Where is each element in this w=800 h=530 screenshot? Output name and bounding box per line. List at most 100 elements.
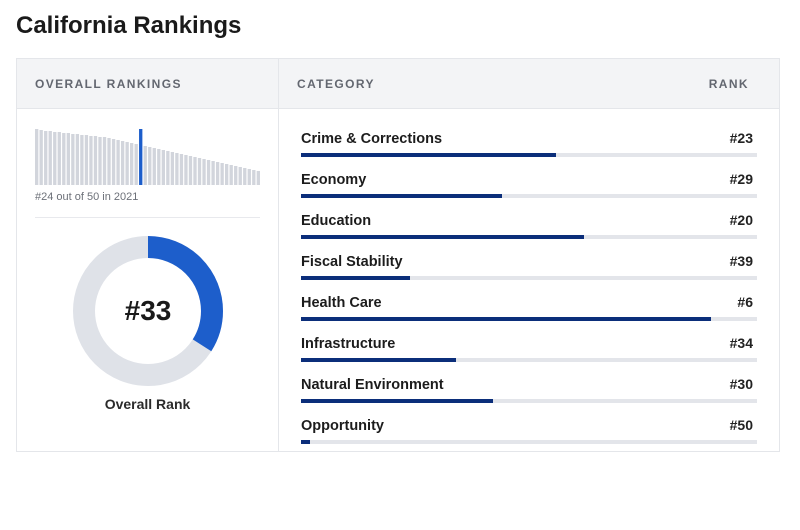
category-bar-fill: [301, 358, 456, 362]
category-header-row: CATEGORY RANK: [279, 59, 779, 109]
mini-bar: [130, 143, 133, 185]
category-row[interactable]: Infrastructure #34: [301, 328, 757, 369]
mini-bar: [103, 137, 106, 185]
mini-bar: [98, 137, 101, 185]
mini-bar: [243, 168, 246, 185]
rank-header-label: RANK: [709, 77, 749, 91]
mini-bar: [40, 130, 43, 185]
category-bar-track: [301, 276, 757, 280]
mini-bar: [171, 152, 174, 185]
category-bar-fill: [301, 153, 556, 157]
mini-bar: [189, 156, 192, 185]
mini-bar: [67, 133, 70, 185]
mini-bar: [76, 134, 79, 185]
mini-bar: [85, 135, 88, 185]
mini-bar: [198, 158, 201, 185]
mini-bar: [58, 132, 61, 185]
category-rank: #23: [730, 130, 757, 146]
mini-bar: [234, 166, 237, 185]
overall-mini-bar-chart: [35, 127, 260, 185]
mini-bar: [180, 154, 183, 185]
category-row[interactable]: Economy #29: [301, 164, 757, 205]
category-name: Fiscal Stability: [301, 254, 403, 270]
donut-center-value: #33: [124, 295, 171, 326]
mini-bar: [94, 136, 97, 185]
mini-bar: [252, 170, 255, 185]
mini-bar: [135, 144, 138, 185]
mini-bar: [248, 169, 251, 185]
category-name: Health Care: [301, 295, 382, 311]
mini-bar: [121, 141, 124, 185]
overall-rank-donut-chart: #33: [73, 236, 223, 386]
category-bar-fill: [301, 194, 502, 198]
category-bar-fill: [301, 440, 310, 444]
mini-bar: [207, 160, 210, 185]
mini-bar: [193, 157, 196, 185]
category-bar-fill: [301, 317, 711, 321]
mini-bar: [112, 139, 115, 185]
mini-bar: [184, 155, 187, 185]
category-name: Economy: [301, 172, 366, 188]
category-rank: #6: [737, 294, 757, 310]
mini-bar-highlight: [139, 129, 142, 185]
mini-bar: [257, 171, 260, 185]
category-rank: #29: [730, 171, 757, 187]
category-rank: #50: [730, 417, 757, 433]
mini-bar: [49, 131, 52, 185]
mini-bar: [35, 129, 38, 185]
mini-bar: [107, 138, 110, 185]
mini-bar: [239, 167, 242, 185]
category-bar-track: [301, 153, 757, 157]
mini-bar: [220, 163, 223, 185]
mini-bar: [175, 153, 178, 185]
overall-header: OVERALL RANKINGS: [17, 59, 278, 109]
category-row[interactable]: Crime & Corrections #23: [301, 123, 757, 164]
category-bar-fill: [301, 399, 493, 403]
mini-bar: [144, 146, 147, 185]
category-name: Infrastructure: [301, 336, 395, 352]
category-name: Crime & Corrections: [301, 131, 442, 147]
mini-bar: [153, 148, 156, 185]
overall-donut-wrap: #33 Overall Rank: [35, 218, 260, 424]
category-bar-fill: [301, 235, 584, 239]
category-column: CATEGORY RANK Crime & Corrections #23 Econ…: [279, 59, 779, 451]
category-list: Crime & Corrections #23 Economy #29 Educatio…: [279, 109, 779, 451]
category-name: Natural Environment: [301, 377, 444, 393]
category-name: Opportunity: [301, 418, 384, 434]
category-rank: #30: [730, 376, 757, 392]
category-row[interactable]: Health Care #6: [301, 287, 757, 328]
mini-bar: [225, 164, 228, 185]
category-bar-fill: [301, 276, 410, 280]
category-row[interactable]: Opportunity #50: [301, 410, 757, 451]
category-bar-track: [301, 358, 757, 362]
mini-bar: [116, 140, 119, 185]
category-row[interactable]: Natural Environment #30: [301, 369, 757, 410]
category-row[interactable]: Fiscal Stability #39: [301, 246, 757, 287]
category-bar-track: [301, 317, 757, 321]
mini-bar: [148, 147, 151, 185]
mini-bar: [71, 134, 74, 185]
category-bar-track: [301, 399, 757, 403]
category-rank: #20: [730, 212, 757, 228]
overall-rank-label: Overall Rank: [35, 396, 260, 412]
mini-bar: [166, 151, 169, 185]
mini-bar: [162, 150, 165, 185]
category-row[interactable]: Education #20: [301, 205, 757, 246]
mini-bar: [202, 159, 205, 185]
category-rank: #34: [730, 335, 757, 351]
category-bar-track: [301, 440, 757, 444]
page-title: California Rankings: [16, 12, 780, 40]
category-rank: #39: [730, 253, 757, 269]
category-name: Education: [301, 213, 371, 229]
mini-bar: [89, 136, 92, 185]
mini-bar: [125, 142, 128, 185]
mini-bar: [44, 131, 47, 185]
mini-bar: [62, 133, 65, 185]
mini-bar: [230, 165, 233, 185]
mini-bar: [80, 135, 83, 185]
mini-bar: [211, 161, 214, 185]
mini-bar: [53, 132, 56, 185]
overall-column: OVERALL RANKINGS #24 out of 50 in 2021 #…: [17, 59, 279, 451]
category-bar-track: [301, 235, 757, 239]
category-header-label: CATEGORY: [297, 77, 375, 91]
